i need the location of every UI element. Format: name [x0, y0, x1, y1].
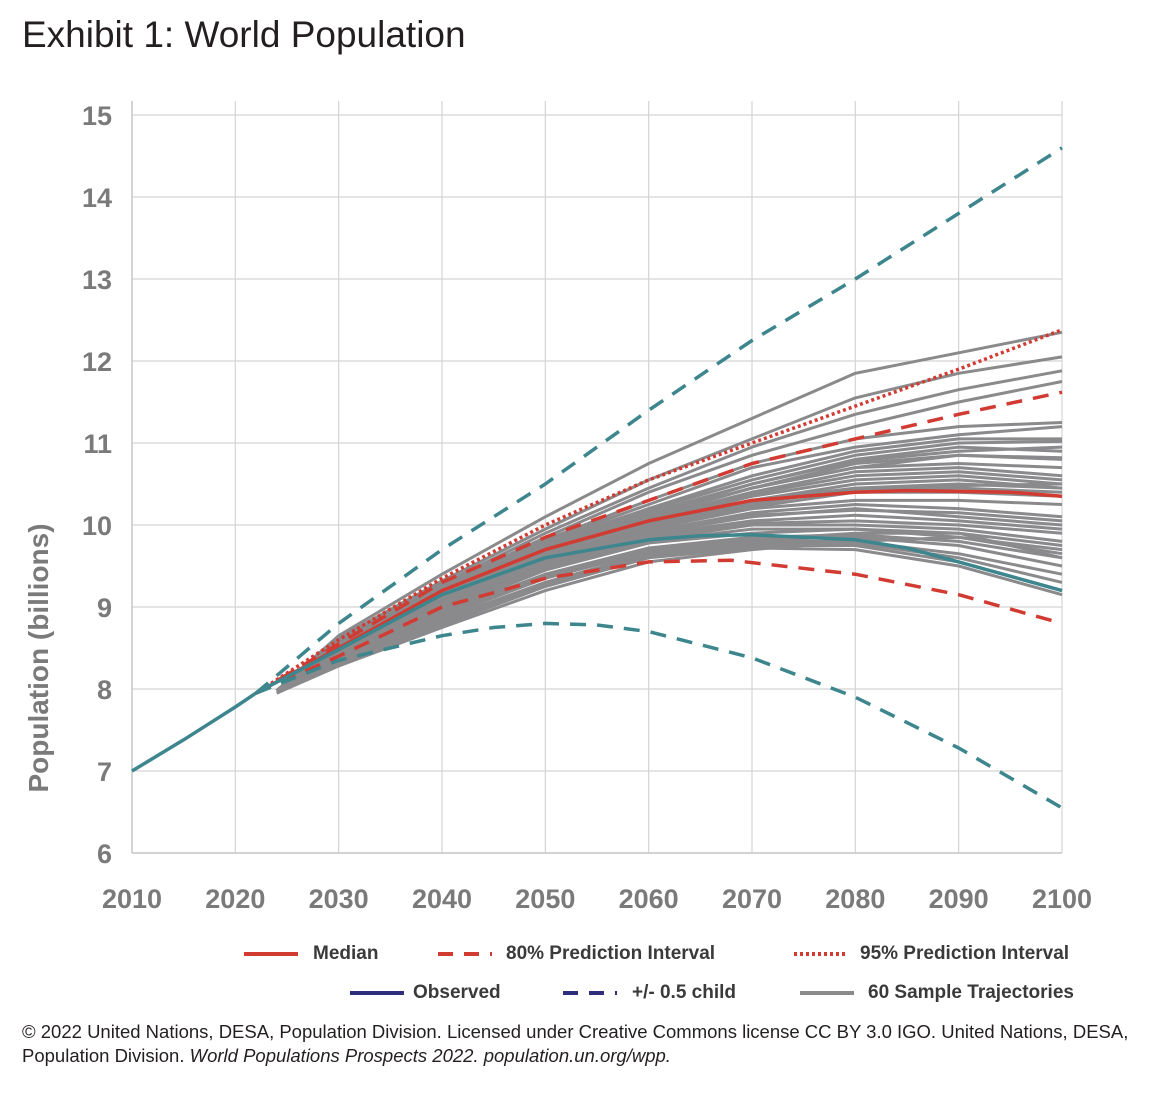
series-lines [131, 146, 1063, 810]
x-tick-label: 2030 [309, 884, 369, 914]
legend-label: 80% Prediction Interval [506, 943, 716, 964]
y-tick-label: 15 [82, 101, 112, 131]
footer-text: © 2022 United Nations, DESA, Population … [22, 1021, 1129, 1066]
sample-trajectory-line [275, 535, 1063, 692]
series-line [255, 328, 1063, 695]
y-tick-label: 12 [82, 347, 112, 377]
y-tick-label: 11 [83, 429, 112, 459]
y-axis-label: Population (billions) [23, 523, 54, 792]
series-line [255, 558, 1063, 695]
y-tick-label: 7 [97, 757, 112, 787]
sample-trajectories [275, 330, 1063, 695]
legend-swatch-icon [438, 952, 492, 956]
x-tick-label: 2060 [619, 884, 679, 914]
x-tick-label: 2040 [412, 884, 472, 914]
x-tick-labels: 2010 2020 2030 2040 2050 2060 2070 2080 2090 2100 [102, 884, 1092, 914]
sample-trajectory-line [275, 330, 1063, 692]
y-tick-label: 13 [82, 265, 112, 295]
x-tick-label: 2090 [929, 884, 989, 914]
legend-swatch-icon [563, 991, 617, 995]
series-line [131, 691, 257, 773]
legend-label: Median [313, 943, 379, 964]
x-tick-label: 2010 [102, 884, 162, 914]
y-tick-label: 6 [97, 839, 112, 869]
series-line [255, 488, 1063, 695]
sample-trajectory-line [275, 508, 1063, 692]
chart-title: Exhibit 1: World Population [22, 14, 466, 55]
y-tick-label: 8 [97, 675, 112, 705]
legend-label: 95% Prediction Interval [860, 943, 1070, 964]
legend-label: +/- 0.5 child [632, 982, 737, 1003]
legend-label: Observed [413, 982, 501, 1003]
x-tick-label: 2080 [825, 884, 885, 914]
series-line [255, 621, 1063, 810]
legend-swatch-icon [350, 991, 404, 995]
footer-credit: © 2022 United Nations, DESA, Population … [22, 1020, 1142, 1068]
legend-label: 60 Sample Trajectories [868, 982, 1074, 1003]
y-tick-labels: 6 7 8 9 10 11 12 13 14 15 [82, 101, 112, 869]
line-chart: 6 7 8 9 10 11 12 13 14 15 2010 2020 2030 2040 2050 206… [23, 101, 1092, 914]
footer-source: World Populations Prospects 2022. popula… [189, 1045, 671, 1066]
x-tick-label: 2100 [1032, 884, 1092, 914]
legend-swatch-icon [800, 991, 854, 995]
x-tick-label: 2050 [515, 884, 575, 914]
series-line [255, 390, 1063, 695]
x-tick-label: 2020 [205, 884, 265, 914]
y-tick-label: 10 [82, 511, 112, 541]
sample-trajectory-line [276, 531, 1063, 695]
series-line [255, 533, 1063, 695]
legend-swatch-icon [794, 952, 848, 956]
y-tick-label: 9 [97, 593, 112, 623]
x-tick-label: 2070 [722, 884, 782, 914]
legend-swatch-icon [244, 952, 298, 956]
series-line [254, 146, 1063, 695]
y-tick-label: 14 [82, 183, 112, 213]
